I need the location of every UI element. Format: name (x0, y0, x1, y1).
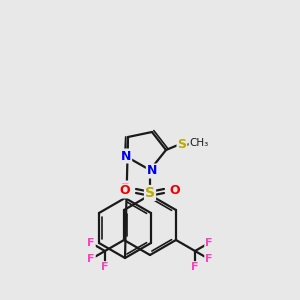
Text: S: S (145, 186, 155, 200)
Text: F: F (205, 254, 213, 264)
Text: S: S (178, 139, 187, 152)
Text: N: N (147, 164, 157, 178)
Text: F: F (101, 262, 109, 272)
Text: F: F (121, 182, 129, 194)
Text: F: F (87, 238, 95, 248)
Text: F: F (87, 254, 95, 264)
Text: F: F (191, 262, 199, 272)
Text: O: O (170, 184, 180, 197)
Text: F: F (205, 238, 213, 248)
Text: O: O (120, 184, 130, 197)
Text: CH₃: CH₃ (189, 138, 208, 148)
Text: N: N (121, 149, 131, 163)
